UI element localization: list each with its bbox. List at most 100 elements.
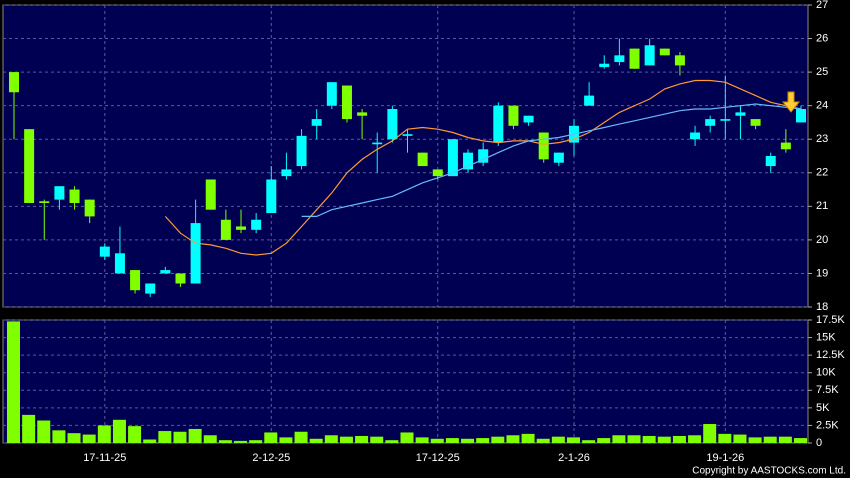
volume-bar	[491, 436, 505, 443]
volume-bar	[173, 431, 187, 443]
y-tick-label: 7.5K	[816, 384, 839, 396]
candle-body	[463, 152, 474, 170]
volume-bar	[143, 439, 157, 443]
candle-body	[130, 270, 141, 291]
candle-body	[765, 156, 776, 167]
candle-body	[84, 199, 95, 217]
candle-body	[432, 169, 443, 177]
y-tick-label: 21	[816, 200, 828, 212]
volume-bar	[794, 438, 807, 443]
volume-bar	[249, 440, 263, 443]
y-tick-label: 12.5K	[816, 349, 845, 361]
candle-body	[599, 63, 610, 68]
candle-body	[145, 283, 156, 294]
volume-bar	[536, 438, 550, 443]
volume-bar	[264, 432, 278, 443]
volume-bar	[188, 428, 202, 443]
candle-body	[735, 112, 746, 116]
volume-bar	[672, 435, 686, 443]
volume-bar	[112, 419, 126, 443]
candle-body	[114, 253, 125, 274]
candle-body	[720, 119, 731, 121]
volume-bar	[355, 435, 369, 443]
volume-bar	[763, 436, 777, 443]
candle-body	[24, 129, 35, 203]
volume-bar	[339, 436, 353, 443]
candle-body	[478, 149, 489, 163]
candle-body	[175, 273, 186, 284]
candle-body	[644, 45, 655, 66]
y-tick-label: 23	[816, 133, 828, 145]
candle-body	[236, 226, 247, 230]
candle-body	[447, 139, 458, 177]
volume-bar	[778, 436, 792, 443]
volume-bar	[67, 433, 81, 443]
candle-body	[205, 179, 216, 210]
candle-body	[690, 132, 701, 140]
y-tick-label: 18	[816, 301, 828, 313]
volume-bar	[22, 414, 36, 443]
candle-body	[99, 246, 110, 257]
volume-bar	[400, 432, 414, 443]
candle-body	[220, 219, 231, 240]
candle-body	[296, 135, 307, 167]
y-tick-label: 19	[816, 267, 828, 279]
volume-bar	[279, 437, 293, 443]
candle-body	[674, 55, 685, 66]
candle-body	[160, 270, 171, 274]
moving-average	[301, 103, 802, 217]
volume-bar	[748, 437, 762, 443]
volume-bar	[657, 436, 671, 443]
volume-bar	[445, 438, 459, 443]
volume-bar	[294, 431, 308, 443]
x-tick-label: 17-11-25	[83, 452, 126, 464]
candle-body	[553, 152, 564, 163]
candle-body	[780, 142, 791, 150]
moving-average	[164, 79, 802, 256]
candle-body	[493, 105, 504, 143]
candle-body	[508, 105, 519, 126]
candle-body	[341, 85, 352, 120]
volume-bar	[82, 434, 96, 443]
volume-bar	[7, 321, 20, 443]
y-tick-label: 2.5K	[816, 419, 839, 431]
y-tick-label: 22	[816, 167, 828, 179]
x-tick-label: 17-12-25	[416, 452, 460, 464]
candle-body	[190, 223, 201, 284]
volume-bar	[582, 440, 596, 443]
candle-body	[357, 112, 368, 116]
volume-bar	[324, 435, 338, 443]
volume-bar	[430, 438, 444, 443]
candle-body	[326, 82, 337, 106]
volume-bar	[309, 438, 323, 443]
candle-body	[387, 109, 398, 140]
candle-body	[9, 72, 19, 93]
candle-body	[311, 119, 322, 126]
volume-bar	[718, 433, 732, 443]
volume-bar	[218, 440, 232, 443]
candle-body	[796, 109, 806, 123]
y-tick-label: 5K	[816, 402, 830, 414]
volume-bar	[203, 435, 217, 443]
candle-body	[39, 201, 50, 203]
volume-bar	[52, 430, 66, 443]
y-tick-label: 25	[816, 66, 828, 78]
copyright: Copyright by AASTOCKS.com Ltd.	[692, 466, 846, 477]
volume-bar	[642, 435, 656, 443]
volume-bar	[128, 426, 142, 443]
candle-body	[659, 48, 670, 56]
candle-body	[538, 132, 549, 160]
volume-bar	[461, 438, 475, 443]
volume-bar	[370, 436, 384, 443]
candle-body	[54, 186, 65, 200]
volume-bar	[506, 435, 520, 443]
arrow-icon	[781, 91, 801, 113]
x-tick-label: 19-1-26	[706, 452, 744, 464]
candle-body	[523, 115, 534, 123]
candle-body	[402, 134, 413, 136]
candle-body	[251, 219, 262, 230]
candle-body	[372, 142, 383, 145]
volume-bar	[415, 437, 429, 443]
y-tick-label: 27	[816, 0, 828, 11]
